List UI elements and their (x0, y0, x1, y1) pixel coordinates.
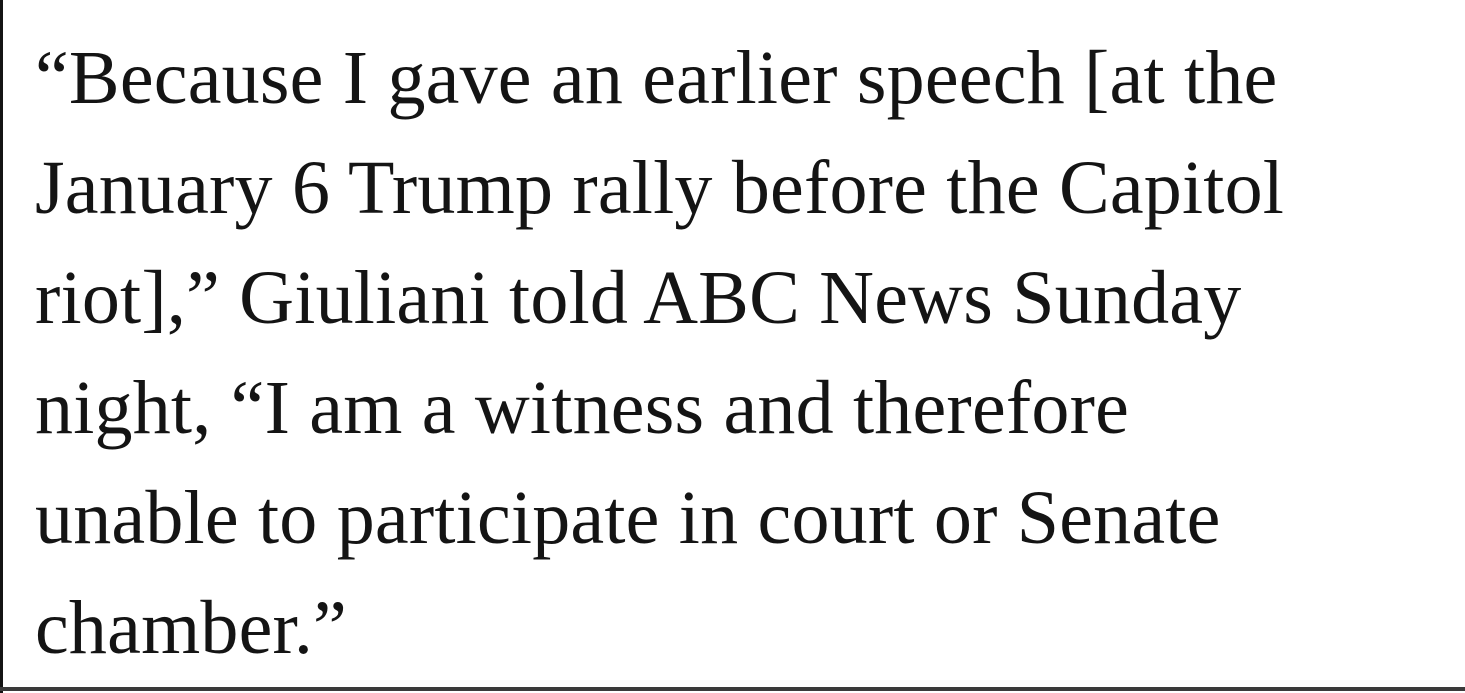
article-quote-paragraph: “Because I gave an earlier speech [at th… (35, 23, 1445, 683)
quote-line-3: riot],” Giuliani told ABC News Sunday (35, 256, 1242, 340)
bottom-divider-rule (0, 687, 1465, 691)
left-edge-line (0, 0, 3, 693)
quote-line-4: night, “I am a witness and therefore (35, 366, 1130, 450)
quote-line-1: “Because I gave an earlier speech [at th… (35, 36, 1278, 120)
quote-line-2: January 6 Trump rally before the Capitol (35, 146, 1285, 230)
quote-line-6: chamber.” (35, 586, 347, 670)
quote-line-5: unable to participate in court or Senate (35, 476, 1221, 560)
